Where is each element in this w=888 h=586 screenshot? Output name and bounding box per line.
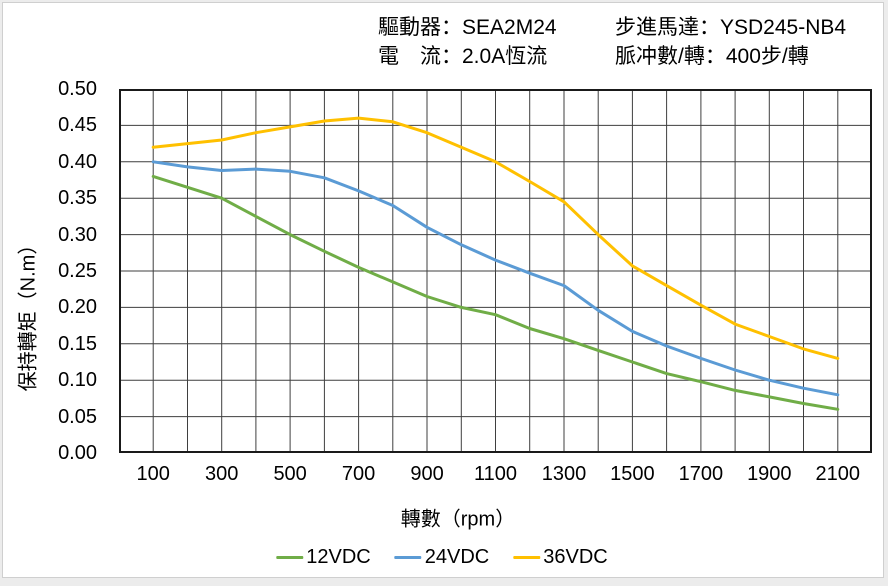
x-tick-label: 500: [273, 463, 307, 485]
chart-figure: 驅動器：SEA2M24 電 流：2.0A恆流 步進馬達：YSD245-NB4 脈…: [2, 2, 884, 578]
x-tick-label: 2100: [815, 463, 861, 485]
y-tick-label: 0.20: [58, 296, 97, 319]
x-tick-label: 1900: [747, 463, 792, 485]
plot-area: [119, 89, 872, 453]
y-tick-label: 0.40: [58, 150, 97, 173]
x-tick-label: 700: [341, 463, 376, 485]
x-tick-label: 100: [136, 463, 170, 485]
x-tick-label: 900: [410, 463, 444, 485]
motor-model-text: 步進馬達：YSD245-NB4: [615, 16, 847, 39]
legend-item-12VDC: 12VDC: [276, 546, 371, 569]
y-tick-label: 0.10: [58, 369, 97, 392]
y-tick-label: 0.05: [58, 405, 97, 428]
y-tick-label: 0.15: [58, 332, 97, 355]
y-tick-label: 0.30: [58, 223, 97, 246]
driver-model-text: 驅動器：SEA2M24: [378, 16, 557, 39]
x-tick-label: 300: [204, 463, 239, 485]
series-line-24VDC: [151, 160, 840, 397]
y-tick-label: 0.50: [58, 78, 97, 100]
legend-line-swatch: [394, 556, 422, 559]
y-tick-label: 0.00: [58, 442, 97, 464]
series-line-36VDC: [151, 116, 840, 360]
y-tick-label: 0.35: [58, 187, 97, 210]
legend-line-swatch: [513, 556, 541, 559]
x-axis-title: 轉數（rpm）: [400, 508, 516, 531]
legend-item-24VDC: 24VDC: [394, 546, 490, 569]
plot-border: [119, 89, 872, 453]
y-tick-label: 0.45: [58, 114, 97, 137]
x-tick-label: 1700: [678, 463, 724, 485]
pulses-per-rev-text: 脈冲數/轉：400步/轉: [615, 45, 809, 68]
x-tick-label: 1100: [473, 463, 518, 485]
header-column-driver: 驅動器：SEA2M24 電 流：2.0A恆流: [378, 13, 557, 71]
series-line-12VDC: [151, 174, 840, 411]
legend-item-36VDC: 36VDC: [513, 546, 608, 569]
x-tick-label: 1300: [541, 463, 587, 485]
header-column-motor: 步進馬達：YSD245-NB4 脈冲數/轉：400步/轉: [615, 13, 846, 71]
legend-label: 36VDC: [543, 546, 608, 568]
y-tick-label: 0.25: [58, 260, 97, 282]
legend-label: 24VDC: [424, 546, 490, 568]
x-tick-label: 1500: [610, 463, 655, 485]
legend-line-swatch: [276, 556, 304, 559]
legend-label: 12VDC: [306, 546, 371, 568]
current-text: 電 流：2.0A恆流: [378, 45, 548, 68]
chart-legend: 12VDC 24VDC 36VDC: [276, 546, 608, 569]
